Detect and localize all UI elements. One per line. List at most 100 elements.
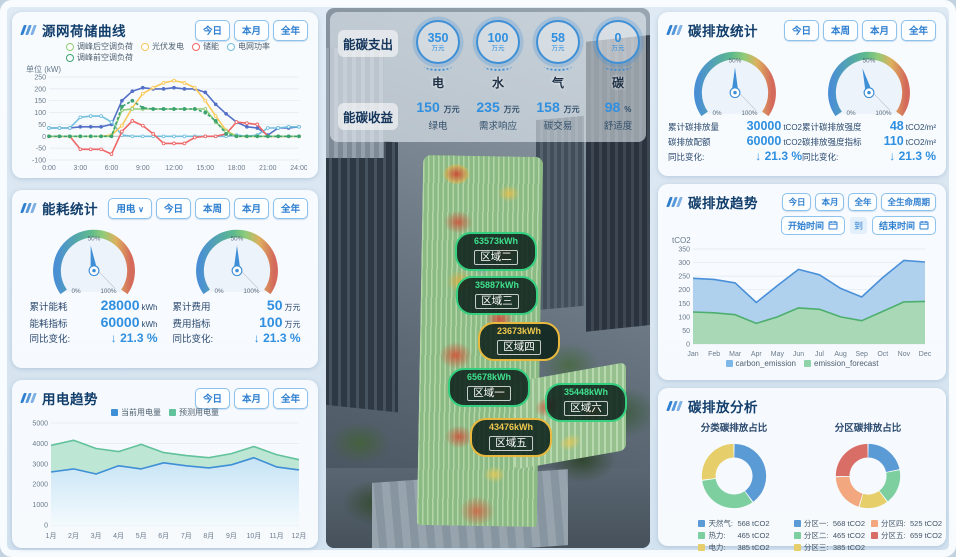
panel-title: 源网荷储曲线 — [42, 24, 126, 39]
time-filter-button[interactable]: 全年 — [848, 193, 878, 211]
svg-text:12:00: 12:00 — [165, 165, 183, 172]
svg-text:4月: 4月 — [113, 532, 124, 540]
panel-slashes-icon — [20, 393, 37, 403]
svg-text:-50: -50 — [36, 146, 46, 153]
date-range-row: 开始时间 到 结束时间 — [668, 215, 936, 235]
gauge-stat-row: 费用指标 100 万元 — [173, 314, 301, 330]
donut-legend-item[interactable]: 电力: 385 tCO2 — [698, 542, 770, 553]
legend-item[interactable]: 调峰后空调负荷 — [66, 42, 133, 51]
time-filter-group: 今日 本月 全年 — [194, 387, 308, 409]
donut-legend-item[interactable]: 分区五: 659 tCO2 — [871, 530, 942, 541]
panel-slashes-icon — [20, 203, 37, 213]
zone-pill[interactable]: 35887kWh 区域三 — [456, 276, 538, 315]
donut-legend-item[interactable]: 天然气: 568 tCO2 — [698, 518, 770, 529]
time-filter-button[interactable]: 今日 — [155, 197, 191, 219]
panel-header: 碳排放统计 今日 本周 本月 全年 — [666, 19, 936, 41]
legend-value: 385 tCO2 — [832, 543, 865, 552]
circle-unit: 万元 — [551, 44, 565, 52]
time-filter-button[interactable]: 全年 — [272, 197, 308, 219]
chart-legend: 当前用电量 预测用电量 — [22, 408, 308, 417]
date-to-label: 到 — [849, 216, 867, 234]
yoy-label: 同比变化: — [172, 334, 214, 345]
stat-label: 费用指标 — [172, 319, 211, 330]
time-filter-button[interactable]: 本周 — [822, 19, 858, 41]
end-date-picker[interactable]: 结束时间 — [871, 215, 936, 235]
legend-label: 分区二: — [803, 531, 829, 540]
svg-text:300: 300 — [678, 260, 690, 267]
zone-pill[interactable]: 43476kWh 区域五 — [470, 418, 552, 457]
legend-label: 分区三: — [803, 543, 829, 552]
stat-value: 48 — [889, 119, 904, 133]
legend-swatch — [698, 532, 706, 539]
energy-type-dropdown[interactable]: 用电 ∨ — [108, 197, 152, 219]
stat-value: 28000 — [100, 297, 140, 313]
time-filter-button[interactable]: 本周 — [194, 197, 230, 219]
zone-pill[interactable]: 65678kWh 区域一 — [448, 368, 530, 407]
donut-row: 分类碳排放占比 天然气: 568 tCO2 热力: 465 tCO2 电力: 385 tC… — [668, 418, 942, 553]
time-filter-button[interactable]: 今日 — [782, 193, 812, 211]
legend-item[interactable]: 储能 — [192, 42, 219, 51]
time-filter-button[interactable]: 全年 — [272, 387, 308, 409]
time-filter-button[interactable]: 本月 — [233, 19, 269, 41]
zone-name: 区域一 — [467, 385, 511, 401]
stat-unit: tCO2/m² — [905, 138, 936, 147]
time-filter-button[interactable]: 今日 — [194, 19, 230, 41]
legend-value: 465 tCO2 — [737, 531, 770, 540]
stat-value: 60000 — [746, 134, 782, 148]
stat-unit: 万元 — [284, 320, 301, 329]
legend-item[interactable]: emission_forecast — [804, 359, 878, 368]
time-filter-button[interactable]: 本月 — [233, 387, 269, 409]
donut-legend-item[interactable]: 分区三: 385 tCO2 — [793, 542, 865, 553]
stat-unit: tCO2 — [783, 138, 802, 147]
yoy-label: 同比变化: — [802, 152, 839, 162]
time-filter-button[interactable]: 本月 — [233, 197, 269, 219]
svg-text:May: May — [771, 351, 785, 358]
city-building — [536, 115, 584, 311]
legend-item[interactable]: 预测用电量 — [169, 408, 219, 417]
time-filter-button[interactable]: 全年 — [900, 19, 936, 41]
zone-pill[interactable]: 35448kWh 区域六 — [545, 383, 627, 422]
income-item: 150 万元 绿电 — [408, 99, 468, 132]
svg-text:Jan: Jan — [687, 351, 698, 358]
legend-swatch — [66, 42, 74, 51]
start-date-label: 开始时间 — [787, 220, 824, 231]
gauge-block: 0% 50% 100% 累计碳排放强度 48 tCO2/m² 碳排放强度指标 110 tCO2/… — [802, 42, 936, 163]
time-filter-button[interactable]: 本月 — [815, 193, 845, 211]
legend-item[interactable]: 当前用电量 — [111, 408, 161, 417]
start-date-picker[interactable]: 开始时间 — [780, 215, 845, 235]
donut-legend-item[interactable]: 分区二: 465 tCO2 — [793, 530, 865, 541]
zone-energy-value: 43476kWh — [488, 422, 534, 432]
legend-item[interactable]: 电网功率 — [227, 42, 270, 51]
income-value: 150 — [416, 99, 444, 115]
category-donut-chart — [701, 443, 767, 509]
calendar-icon — [919, 221, 929, 230]
time-filter-button[interactable]: 今日 — [194, 387, 230, 409]
time-filter-button[interactable]: 本月 — [861, 19, 897, 41]
zone-pill[interactable]: 63573kWh 区域二 — [455, 232, 537, 271]
donut-legend-item[interactable]: 热力: 465 tCO2 — [698, 530, 770, 541]
legend-value: 465 tCO2 — [832, 531, 865, 540]
dotted-arc — [424, 62, 453, 71]
svg-text:Jul: Jul — [815, 351, 824, 358]
income-value-row: 158 万元 — [536, 99, 579, 117]
legend-item[interactable]: 光伏发电 — [141, 42, 184, 51]
legend-swatch — [804, 360, 811, 368]
stat-label: 能耗指标 — [29, 319, 68, 330]
income-unit: 万元 — [503, 105, 520, 114]
legend-item[interactable]: 调峰前空调负荷 — [66, 53, 133, 62]
circle-value: 0 — [614, 31, 622, 45]
svg-text:50%: 50% — [729, 57, 742, 64]
zone-pill[interactable]: 23673kWh 区域四 — [478, 322, 560, 361]
yoy-change-row: 同比变化: ↓ 21.3 % — [668, 149, 802, 163]
donut-legend-item[interactable]: 分区一: 568 tCO2 — [793, 518, 865, 529]
donut-legend-item[interactable]: 分区四: 525 tCO2 — [871, 518, 942, 529]
legend-item[interactable]: carbon_emission — [725, 359, 796, 368]
expense-label: 能碳支出 — [338, 30, 399, 57]
time-filter-button[interactable]: 全生命周期 — [881, 193, 936, 211]
expense-item: 58 万元气 — [528, 20, 588, 91]
time-filter-button[interactable]: 全年 — [272, 19, 308, 41]
income-unit: % — [624, 105, 632, 114]
time-filter-button[interactable]: 今日 — [783, 19, 819, 41]
zone-name: 区域六 — [564, 400, 608, 416]
zone-donut-block: 分区碳排放占比 分区一: 568 tCO2 分区二: 465 tCO2 分区三: 385 … — [793, 418, 942, 553]
